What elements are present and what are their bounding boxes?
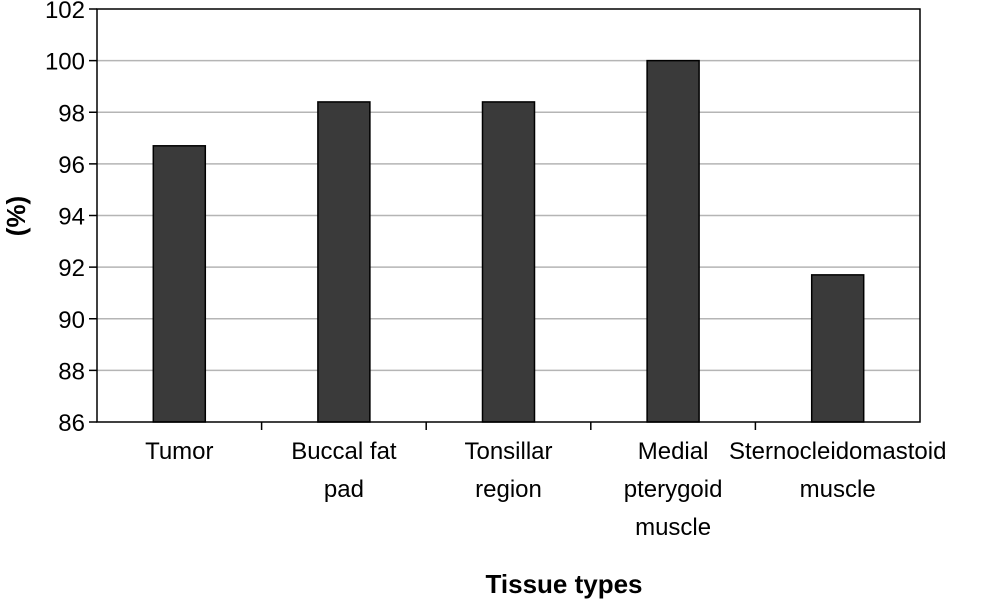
y-tick-label: 94 [58,204,85,231]
bar [646,59,700,423]
x-category-label: region [475,476,542,503]
y-tick-label: 92 [58,255,85,282]
x-category-label: muscle [800,476,876,503]
x-category-label: Medial [638,438,709,465]
y-axis-ticks: 86 88 90 92 94 96 98 100 102 [45,0,97,437]
y-tick-label: 102 [45,0,85,24]
x-category-label: Tonsillar [464,438,552,465]
bar [152,145,207,423]
x-category-label: muscle [635,514,711,541]
y-tick-label: 86 [58,410,85,437]
x-category-label: Sternocleidomastoid [729,438,946,465]
bar [810,274,865,423]
y-tick-label: 96 [58,152,85,179]
y-tick-label: 88 [58,358,85,385]
x-category-label: Tumor [145,438,213,465]
bar [481,101,536,423]
bar [317,101,371,423]
x-axis-title: Tissue types [485,569,642,599]
x-axis-labels: Tumor Buccal fat pad Tonsillar region Medial p… [145,422,946,541]
bars [152,59,865,423]
y-tick-label: 90 [58,307,85,334]
x-category-label: pterygoid [624,476,723,503]
x-category-label: pad [324,476,364,503]
x-category-label: Buccal fat [291,438,397,465]
y-tick-label: 98 [58,100,85,127]
y-axis-title: (%) [1,196,31,236]
y-tick-label: 100 [45,49,85,76]
